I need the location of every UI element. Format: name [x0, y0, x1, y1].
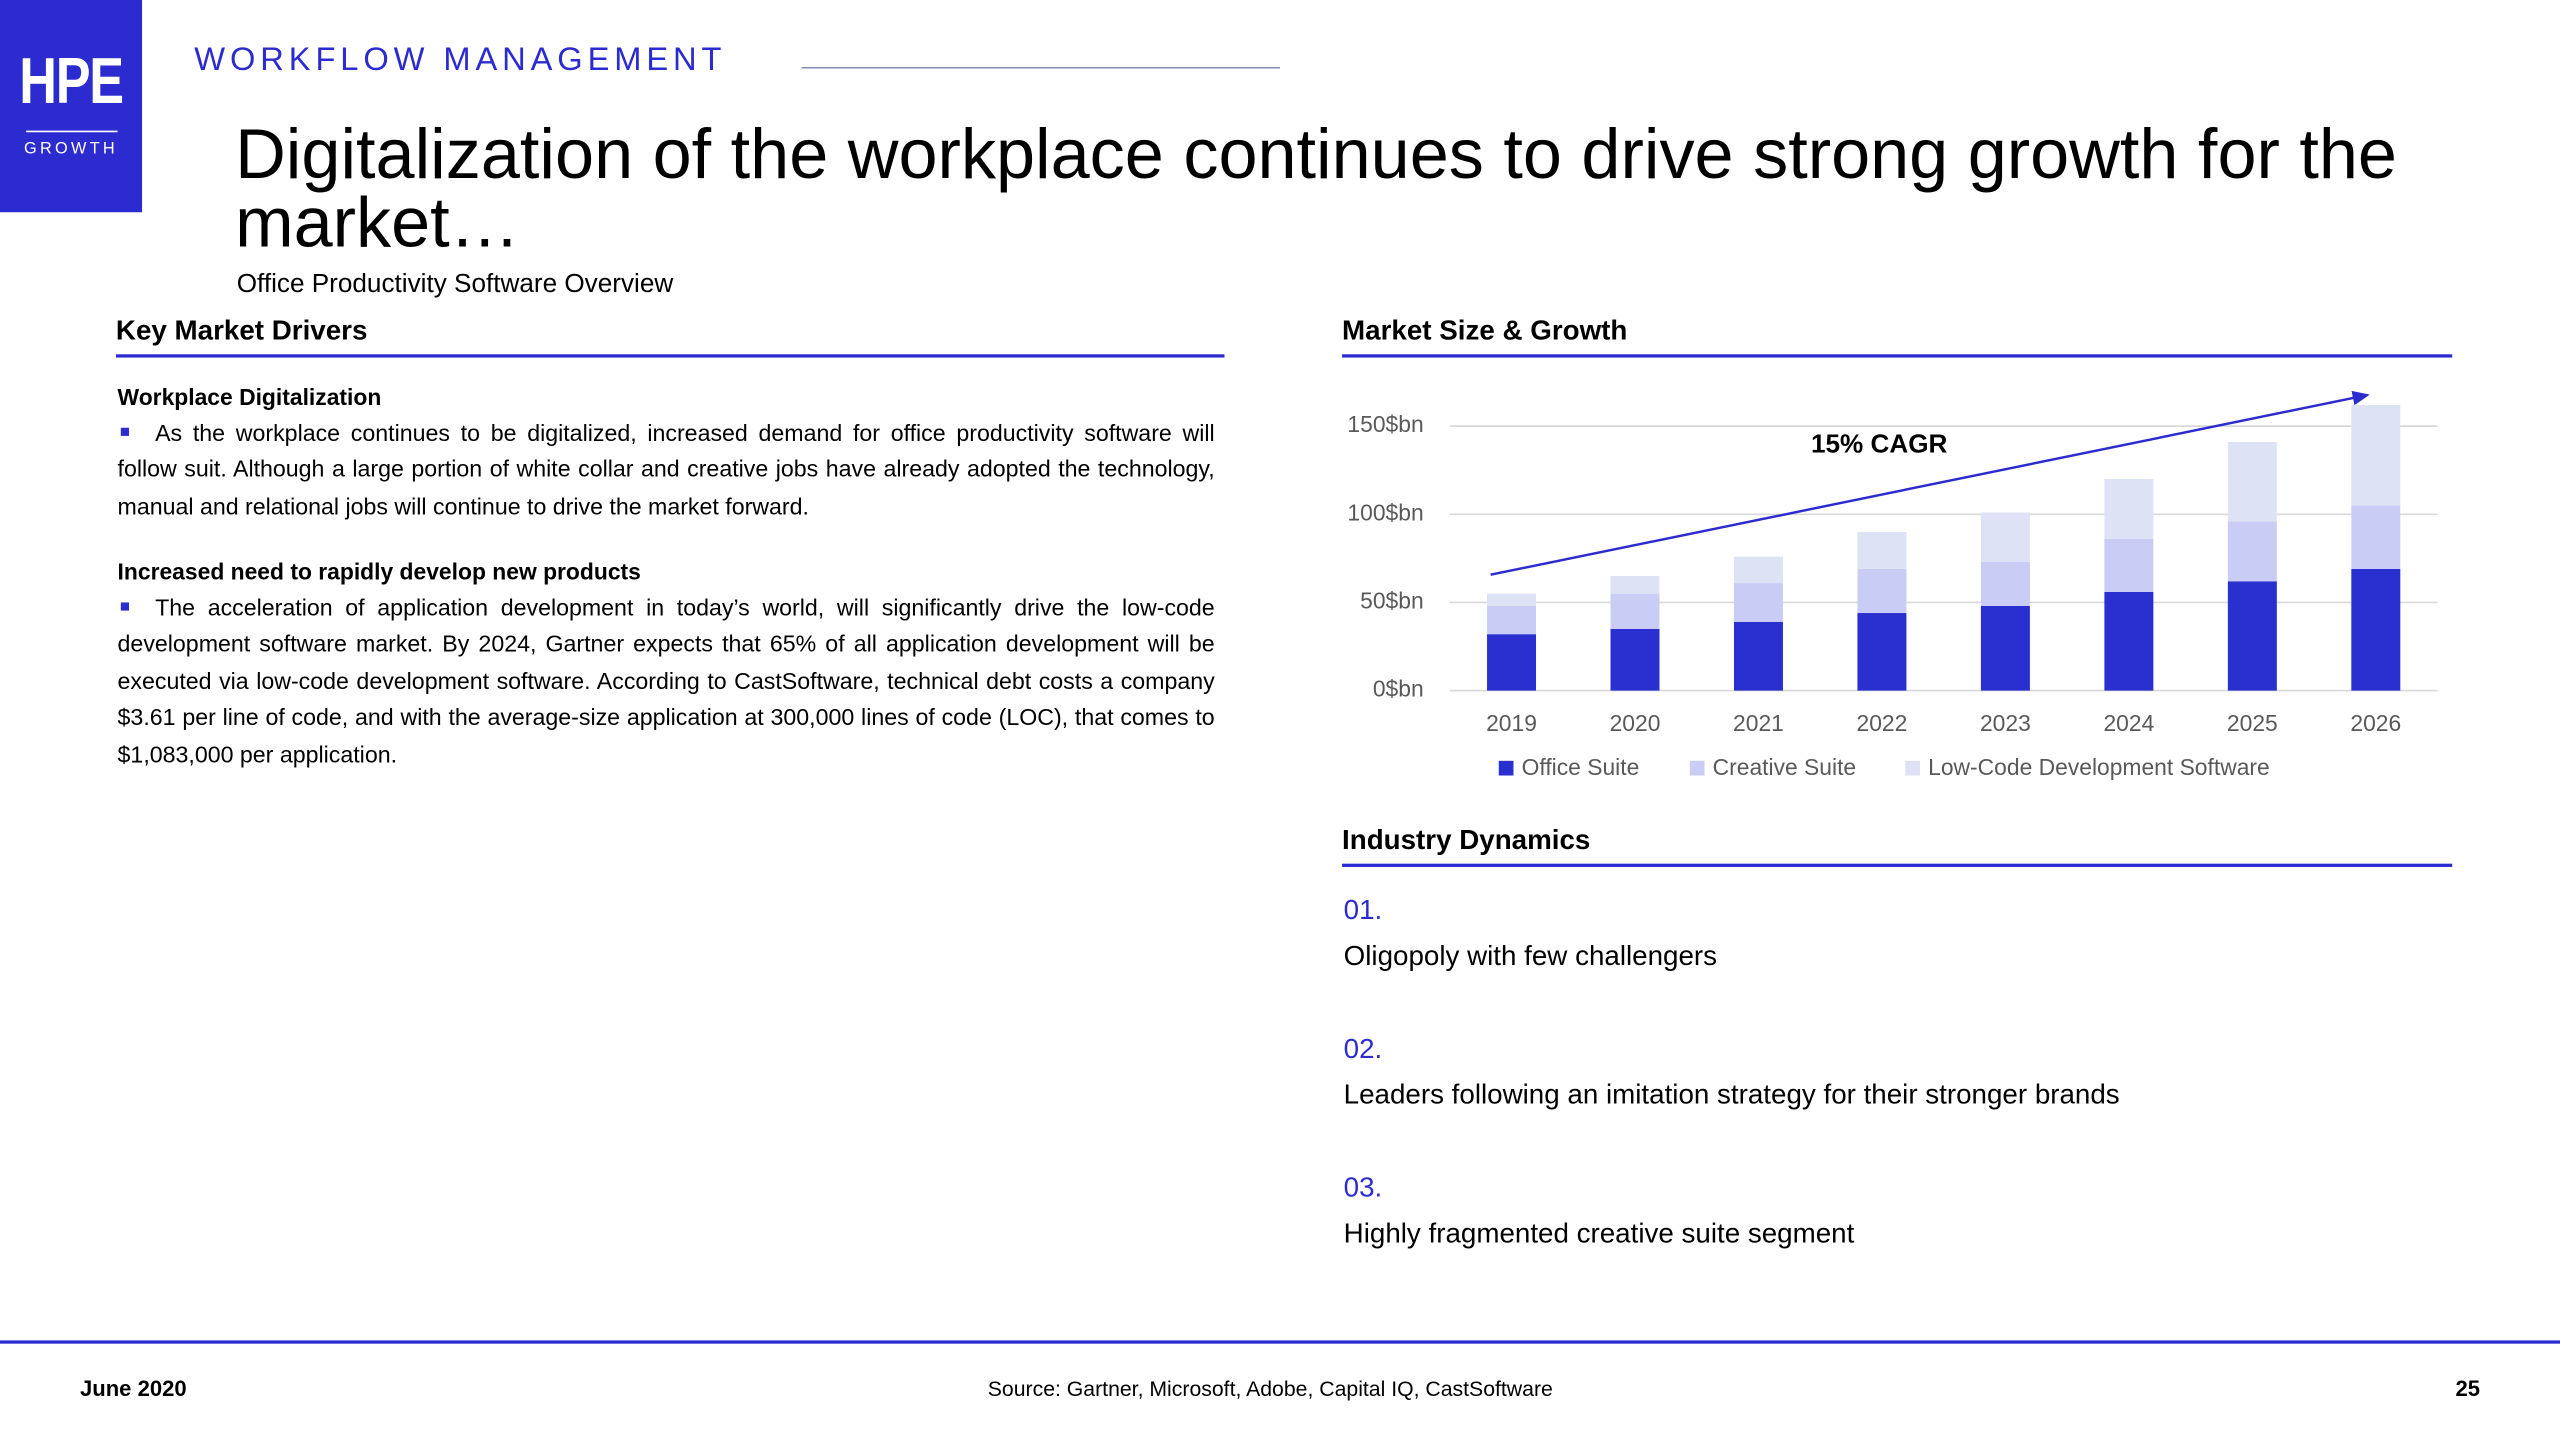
x-tick-label: 2023: [1980, 710, 2031, 736]
driver-title: Workplace Digitalization: [117, 383, 382, 410]
item-text: Leaders following an imitation strategy …: [1343, 1079, 2120, 1111]
bar-segment: [1857, 531, 1907, 569]
legend-swatch: [1689, 760, 1705, 776]
bar-segment: [1980, 605, 2030, 691]
bar-segment: [1733, 621, 1783, 691]
slide-subtitle: Office Productivity Software Overview: [236, 271, 674, 299]
section-heading: Industry Dynamics: [1342, 824, 2453, 867]
legend-label: Creative Suite: [1713, 754, 1856, 780]
item-text: Oligopoly with few challengers: [1343, 940, 1718, 972]
y-tick-label: 0$bn: [1373, 676, 1424, 702]
bar-segment: [1980, 512, 2030, 562]
bar-segment: [2227, 581, 2277, 691]
footer-date: June 2020: [80, 1376, 187, 1401]
footer-source: Source: Gartner, Microsoft, Adobe, Capit…: [987, 1376, 1553, 1401]
y-tick-label: 100$bn: [1347, 499, 1423, 525]
footer-rule: [0, 1340, 2560, 1344]
driver: Workplace Digitalization As the workplac…: [118, 379, 1215, 526]
legend-swatch: [1498, 760, 1514, 776]
bar-segment: [2227, 521, 2277, 582]
bar-segment: [1980, 561, 2030, 606]
item-text: Highly fragmented creative suite segment: [1343, 1217, 1855, 1249]
legend-swatch: [1905, 760, 1920, 776]
logo-rule: [25, 130, 117, 133]
bullet: [120, 602, 129, 611]
bar-segment: [1487, 605, 1537, 635]
item-number: 03.: [1343, 1172, 1383, 1204]
driver-title: Increased need to rapidly develop new pr…: [117, 558, 641, 585]
x-tick-label: 2026: [2350, 710, 2401, 736]
page-number: 25: [2455, 1376, 2481, 1401]
logo-sub: GROWTH: [24, 140, 118, 159]
bar-segment: [1487, 593, 1537, 606]
section-label: WORKFLOW MANAGEMENT: [194, 42, 727, 79]
annotation: 15% CAGR: [1811, 429, 1948, 459]
y-tick-label: 50$bn: [1360, 587, 1424, 613]
y-tick-label: 150$bn: [1347, 411, 1423, 437]
bar-segment: [2104, 591, 2154, 691]
bar-segment: [1733, 556, 1783, 584]
bar-segment: [1857, 613, 1907, 691]
x-tick-label: 2025: [2227, 710, 2278, 736]
bar-segment: [1487, 634, 1537, 691]
driver-text: The acceleration of application developm…: [117, 595, 1215, 769]
bullet: [120, 427, 129, 436]
legend-label: Low-Code Development Software: [1928, 754, 2270, 780]
cagr-arrow: [1490, 390, 2370, 576]
driver: Increased need to rapidly develop new pr…: [118, 553, 1215, 773]
item-number: 02.: [1343, 1033, 1383, 1065]
bar-segment: [2351, 568, 2401, 691]
bar-segment: [2104, 538, 2154, 592]
slide-title: Digitalization of the workplace continue…: [235, 115, 2397, 263]
bar-segment: [2351, 404, 2401, 506]
bar-segment: [2227, 441, 2277, 522]
x-tick-label: 2024: [2103, 710, 2154, 736]
chart: 0$bn 50$bn 100$bn 150$bn 2019 2020 2021 2022 202…: [1347, 390, 2438, 780]
x-tick-label: 2019: [1486, 710, 1537, 736]
header-rule: [801, 66, 1280, 69]
bar-segment: [1610, 628, 1660, 691]
bar-segment: [2351, 505, 2401, 569]
x-tick-label: 2020: [1610, 710, 1661, 736]
logo: HPE GROWTH: [0, 0, 143, 213]
x-tick-label: 2022: [1857, 710, 1908, 736]
bar-segment: [1733, 583, 1783, 622]
section-heading: Market Size & Growth: [1342, 315, 2453, 358]
item-number: 01.: [1343, 894, 1383, 926]
x-tick-label: 2021: [1733, 710, 1784, 736]
bar-segment: [1610, 575, 1660, 594]
bar-segment: [1610, 593, 1660, 629]
logo-text: HPE: [19, 45, 124, 118]
section-heading: Key Market Drivers: [115, 315, 1225, 358]
driver-text: As the workplace continues to be digital…: [117, 420, 1215, 520]
bar-segment: [1857, 568, 1907, 614]
legend-label: Office Suite: [1522, 754, 1640, 780]
bar-segment: [2104, 479, 2154, 539]
